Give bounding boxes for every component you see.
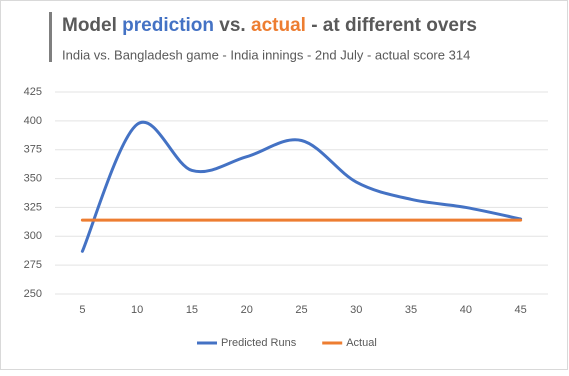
y-tick-label: 400 [24, 115, 42, 127]
x-tick-label: 20 [241, 304, 253, 316]
x-tick-label: 10 [131, 304, 143, 316]
x-tick-label: 45 [514, 304, 526, 316]
y-tick-label: 375 [24, 144, 42, 156]
y-tick-label: 275 [24, 259, 42, 271]
y-tick-label: 300 [24, 230, 42, 242]
x-tick-label: 35 [405, 304, 417, 316]
title-part: Model [62, 15, 122, 36]
series-line [80, 120, 523, 253]
chart-subtitle: India vs. Bangladesh game - India inning… [62, 47, 470, 62]
title-part: vs. [214, 15, 251, 36]
x-tick-label: 30 [350, 304, 362, 316]
y-tick-label: 325 [24, 201, 42, 213]
legend-label: Actual [346, 337, 377, 349]
title-part: actual [251, 15, 306, 36]
x-tick-label: 15 [186, 304, 198, 316]
x-tick-label: 5 [79, 304, 85, 316]
x-tick-label: 25 [295, 304, 307, 316]
title-part: - at different overs [306, 15, 477, 36]
legend-label: Predicted Runs [221, 337, 297, 349]
y-tick-label: 250 [24, 288, 42, 300]
x-tick-label: 40 [460, 304, 472, 316]
title-bar [49, 12, 52, 62]
chart-title: Model prediction vs. actual - at differe… [62, 15, 477, 36]
y-tick-label: 350 [24, 172, 42, 184]
y-tick-label: 425 [24, 86, 42, 98]
title-part: prediction [122, 15, 214, 36]
